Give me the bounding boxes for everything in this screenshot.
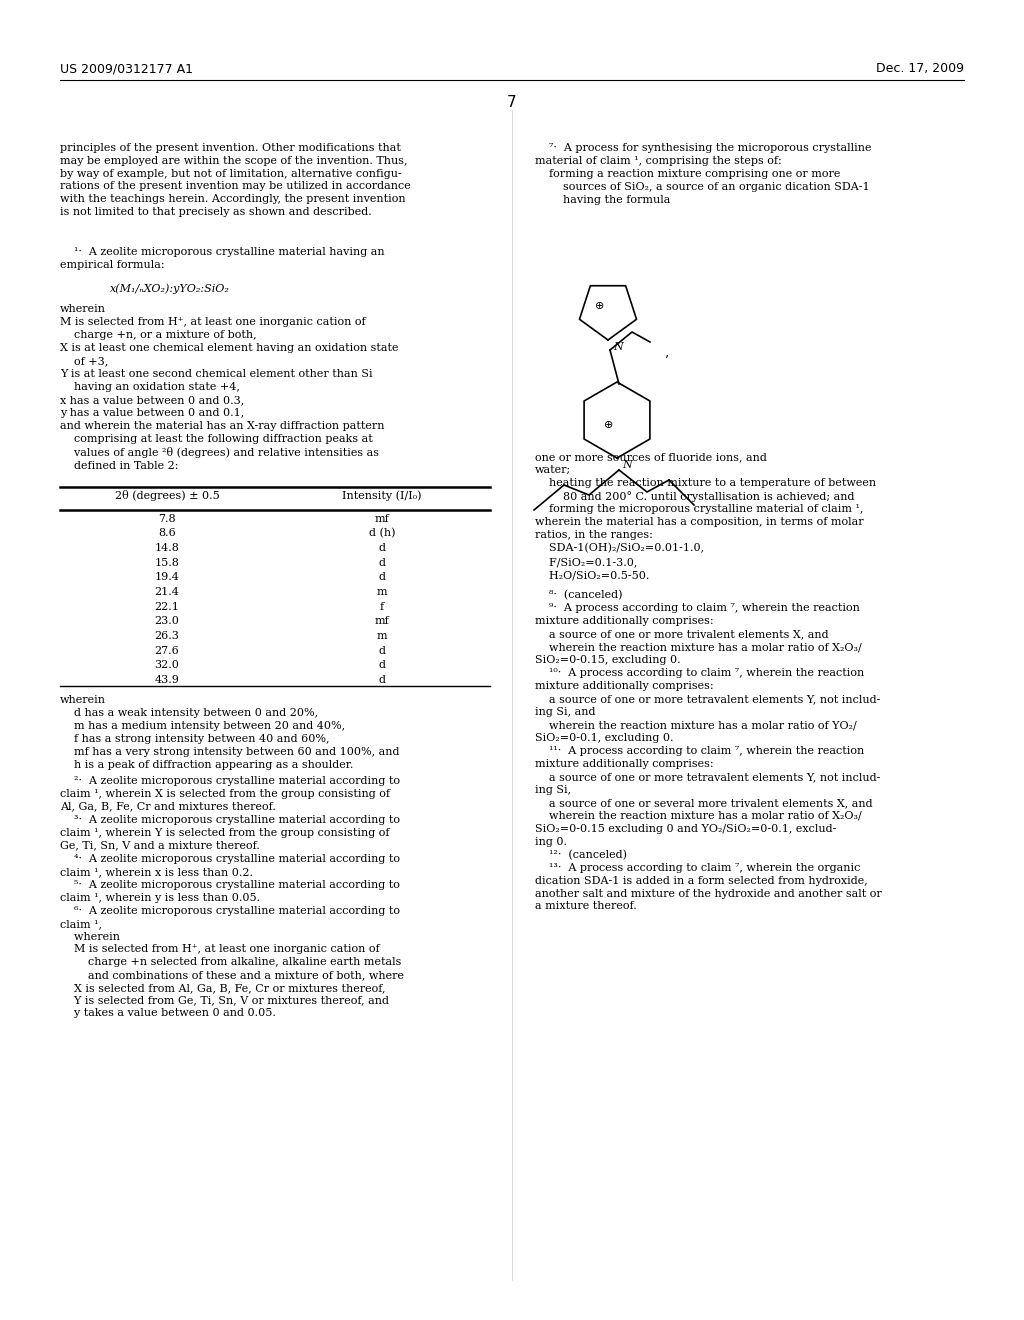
Text: f: f — [380, 602, 384, 612]
Text: ¹¹·  A process according to claim ⁷, wherein the reaction
mixture additionally c: ¹¹· A process according to claim ⁷, wher… — [535, 746, 864, 768]
Text: water;: water; — [535, 465, 571, 475]
Text: 8.6: 8.6 — [158, 528, 176, 539]
Text: a source of one or several more trivalent elements X, and: a source of one or several more trivalen… — [535, 799, 872, 808]
Text: mf: mf — [375, 513, 389, 524]
Text: forming the microporous crystalline material of claim ¹,
wherein the material ha: forming the microporous crystalline mate… — [535, 504, 863, 540]
Text: ³·  A zeolite microporous crystalline material according to
claim ¹, wherein Y i: ³· A zeolite microporous crystalline mat… — [60, 814, 400, 850]
Text: 2θ (degrees) ± 0.5: 2θ (degrees) ± 0.5 — [115, 490, 219, 502]
Text: ¹²·  (canceled): ¹²· (canceled) — [535, 850, 627, 861]
Text: ²·  A zeolite microporous crystalline material according to
claim ¹, wherein X i: ²· A zeolite microporous crystalline mat… — [60, 776, 400, 812]
Text: Intensity (I/I₀): Intensity (I/I₀) — [342, 490, 422, 500]
Text: F/SiO₂=0.1-3.0,: F/SiO₂=0.1-3.0, — [535, 557, 637, 568]
Text: y has a value between 0 and 0.1,: y has a value between 0 and 0.1, — [60, 408, 245, 418]
Text: m has a medium intensity between 20 and 40%,: m has a medium intensity between 20 and … — [60, 721, 345, 731]
Text: heating the reaction mixture to a temperature of between
        80 and 200° C. : heating the reaction mixture to a temper… — [535, 478, 877, 502]
Text: d has a weak intensity between 0 and 20%,: d has a weak intensity between 0 and 20%… — [60, 708, 318, 718]
Text: empirical formula:: empirical formula: — [60, 260, 165, 271]
Text: 15.8: 15.8 — [155, 558, 179, 568]
Text: 19.4: 19.4 — [155, 572, 179, 582]
Text: mf has a very strong intensity between 60 and 100%, and: mf has a very strong intensity between 6… — [60, 747, 399, 756]
Text: ¹³·  A process according to claim ⁷, wherein the organic
dication SDA-1 is added: ¹³· A process according to claim ⁷, wher… — [535, 863, 882, 911]
Text: 14.8: 14.8 — [155, 543, 179, 553]
Text: wherein the reaction mixture has a molar ratio of YO₂/
SiO₂=0-0.1, excluding 0.: wherein the reaction mixture has a molar… — [535, 719, 857, 743]
Text: X is at least one chemical element having an oxidation state
    of +3,: X is at least one chemical element havin… — [60, 343, 398, 366]
Text: ⁹·  A process according to claim ⁷, wherein the reaction
mixture additionally co: ⁹· A process according to claim ⁷, where… — [535, 603, 860, 626]
Text: mf: mf — [375, 616, 389, 626]
Text: Y is at least one second chemical element other than Si
    having an oxidation : Y is at least one second chemical elemen… — [60, 370, 373, 392]
Text: Dec. 17, 2009: Dec. 17, 2009 — [876, 62, 964, 75]
Text: m: m — [377, 631, 387, 642]
Text: d: d — [379, 572, 385, 582]
Text: ¹⁰·  A process according to claim ⁷, wherein the reaction
mixture additionally c: ¹⁰· A process according to claim ⁷, wher… — [535, 668, 864, 690]
Text: d (h): d (h) — [369, 528, 395, 539]
Text: SDA-1(OH)₂/SiO₂=0.01-1.0,: SDA-1(OH)₂/SiO₂=0.01-1.0, — [535, 543, 705, 553]
Text: ⁵·  A zeolite microporous crystalline material according to
claim ¹, wherein y i: ⁵· A zeolite microporous crystalline mat… — [60, 880, 400, 903]
Text: ,: , — [665, 345, 670, 359]
Text: ⁸·  (canceled): ⁸· (canceled) — [535, 590, 623, 601]
Text: ⁷·  A process for synthesising the microporous crystalline
material of claim ¹, : ⁷· A process for synthesising the microp… — [535, 143, 871, 166]
Text: x has a value between 0 and 0.3,: x has a value between 0 and 0.3, — [60, 395, 245, 405]
Text: principles of the present invention. Other modifications that
may be employed ar: principles of the present invention. Oth… — [60, 143, 411, 216]
Text: ¹·  A zeolite microporous crystalline material having an: ¹· A zeolite microporous crystalline mat… — [60, 247, 385, 257]
Text: US 2009/0312177 A1: US 2009/0312177 A1 — [60, 62, 193, 75]
Text: ⊕: ⊕ — [595, 301, 605, 312]
Text: m: m — [377, 587, 387, 597]
Text: wherein: wherein — [60, 696, 106, 705]
Text: a source of one or more tetravalent elements Y, not includ-
ing Si,: a source of one or more tetravalent elem… — [535, 772, 881, 795]
Text: 26.3: 26.3 — [155, 631, 179, 642]
Text: h is a peak of diffraction appearing as a shoulder.: h is a peak of diffraction appearing as … — [60, 760, 353, 770]
Text: a source of one or more trivalent elements X, and: a source of one or more trivalent elemen… — [535, 630, 828, 639]
Text: M is selected from H⁺, at least one inorganic cation of
    charge +n, or a mixt: M is selected from H⁺, at least one inor… — [60, 317, 366, 339]
Text: 7: 7 — [507, 95, 517, 110]
Text: wherein the reaction mixture has a molar ratio of X₂O₃/
SiO₂=0-0.15 excluding 0 : wherein the reaction mixture has a molar… — [535, 810, 862, 846]
Text: 22.1: 22.1 — [155, 602, 179, 612]
Text: 7.8: 7.8 — [158, 513, 176, 524]
Text: 32.0: 32.0 — [155, 660, 179, 671]
Text: forming a reaction mixture comprising one or more
        sources of SiO₂, a sou: forming a reaction mixture comprising on… — [535, 169, 869, 205]
Text: d: d — [379, 675, 385, 685]
Text: and wherein the material has an X-ray diffraction pattern
    comprising at leas: and wherein the material has an X-ray di… — [60, 421, 384, 471]
Text: 27.6: 27.6 — [155, 645, 179, 656]
Text: N: N — [622, 459, 632, 470]
Text: d: d — [379, 558, 385, 568]
Text: wherein the reaction mixture has a molar ratio of X₂O₃/
SiO₂=0-0.15, excluding 0: wherein the reaction mixture has a molar… — [535, 642, 862, 665]
Text: N: N — [613, 342, 623, 352]
Text: 23.0: 23.0 — [155, 616, 179, 626]
Text: ⁶·  A zeolite microporous crystalline material according to
claim ¹,
    wherein: ⁶· A zeolite microporous crystalline mat… — [60, 906, 404, 1019]
Text: d: d — [379, 543, 385, 553]
Text: 43.9: 43.9 — [155, 675, 179, 685]
Text: a source of one or more tetravalent elements Y, not includ-
ing Si, and: a source of one or more tetravalent elem… — [535, 694, 881, 717]
Text: x(M₁/ₙXO₂):yYO₂:SiO₂: x(M₁/ₙXO₂):yYO₂:SiO₂ — [110, 282, 229, 293]
Text: d: d — [379, 660, 385, 671]
Text: d: d — [379, 645, 385, 656]
Text: 21.4: 21.4 — [155, 587, 179, 597]
Text: ⊕: ⊕ — [604, 420, 613, 430]
Text: H₂O/SiO₂=0.5-50.: H₂O/SiO₂=0.5-50. — [535, 572, 649, 581]
Text: wherein: wherein — [60, 304, 106, 314]
Text: ⁴·  A zeolite microporous crystalline material according to
claim ¹, wherein x i: ⁴· A zeolite microporous crystalline mat… — [60, 854, 400, 876]
Text: f has a strong intensity between 40 and 60%,: f has a strong intensity between 40 and … — [60, 734, 330, 744]
Text: one or more sources of fluoride ions, and: one or more sources of fluoride ions, an… — [535, 451, 767, 462]
